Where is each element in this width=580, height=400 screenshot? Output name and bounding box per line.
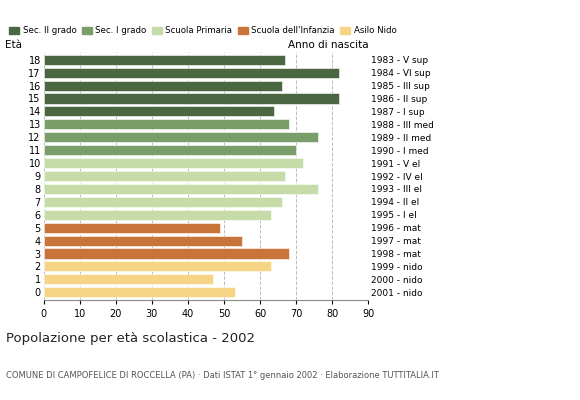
Bar: [44, 94, 339, 104]
Bar: [44, 223, 220, 233]
Text: COMUNE DI CAMPOFELICE DI ROCCELLA (PA) · Dati ISTAT 1° gennaio 2002 · Elaborazio: COMUNE DI CAMPOFELICE DI ROCCELLA (PA) ·…: [6, 371, 438, 380]
Bar: [44, 68, 339, 78]
Bar: [44, 236, 242, 246]
Bar: [44, 145, 296, 155]
Bar: [44, 287, 235, 297]
Bar: [44, 119, 289, 129]
Bar: [44, 106, 274, 116]
Bar: [44, 197, 282, 207]
Bar: [44, 132, 318, 142]
Bar: [44, 171, 285, 181]
Text: Età: Età: [5, 40, 21, 50]
Legend: Sec. II grado, Sec. I grado, Scuola Primaria, Scuola dell'Infanzia, Asilo Nido: Sec. II grado, Sec. I grado, Scuola Prim…: [9, 26, 397, 35]
Bar: [44, 274, 213, 284]
Bar: [44, 210, 271, 220]
Text: Popolazione per età scolastica - 2002: Popolazione per età scolastica - 2002: [6, 332, 255, 345]
Bar: [44, 184, 318, 194]
Bar: [44, 80, 282, 91]
Bar: [44, 248, 289, 258]
Text: Anno di nascita: Anno di nascita: [288, 40, 368, 50]
Bar: [44, 55, 285, 65]
Bar: [44, 261, 271, 272]
Bar: [44, 158, 303, 168]
